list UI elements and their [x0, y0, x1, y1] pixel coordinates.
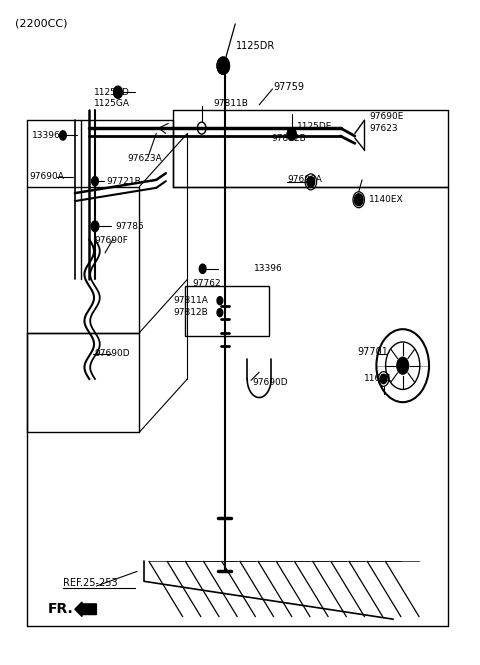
Text: 97811B: 97811B	[214, 99, 249, 108]
Text: 1125DR: 1125DR	[236, 41, 276, 51]
FancyArrow shape	[75, 602, 96, 616]
Circle shape	[288, 128, 296, 140]
Text: REF.25-253: REF.25-253	[63, 579, 118, 589]
Bar	[185, 286, 269, 336]
Text: 97690D: 97690D	[94, 349, 130, 358]
Text: 97762: 97762	[192, 279, 221, 288]
Circle shape	[217, 57, 229, 74]
Circle shape	[380, 374, 387, 384]
Circle shape	[217, 297, 223, 305]
Text: 13396: 13396	[32, 131, 60, 140]
Text: 1140EX: 1140EX	[369, 196, 404, 204]
Text: 97759: 97759	[274, 82, 304, 92]
Text: (2200CC): (2200CC)	[15, 19, 68, 29]
Circle shape	[217, 309, 223, 317]
Text: 97721B: 97721B	[106, 177, 141, 186]
Text: 97785: 97785	[116, 222, 144, 231]
Text: 13396: 13396	[254, 264, 283, 273]
Circle shape	[60, 131, 66, 140]
Text: 1125GA: 1125GA	[94, 99, 130, 108]
Text: 97690F: 97690F	[94, 237, 128, 245]
Text: 1125AD: 1125AD	[94, 88, 130, 97]
Text: 1125DE: 1125DE	[298, 122, 333, 131]
Circle shape	[307, 176, 315, 187]
Circle shape	[92, 176, 98, 186]
Text: 97623A: 97623A	[128, 154, 162, 163]
Circle shape	[199, 264, 206, 273]
Text: 97811A: 97811A	[173, 296, 208, 305]
Text: 11671: 11671	[364, 374, 393, 384]
Text: 97812B: 97812B	[173, 308, 208, 317]
Text: FR.: FR.	[48, 602, 73, 616]
Circle shape	[114, 86, 122, 98]
Text: 97690D: 97690D	[252, 378, 288, 387]
Text: 97690A: 97690A	[288, 176, 323, 184]
Text: 97812B: 97812B	[271, 134, 306, 142]
Circle shape	[396, 356, 409, 375]
Text: 97623: 97623	[369, 124, 398, 132]
Circle shape	[91, 221, 99, 231]
Text: 97690E: 97690E	[369, 112, 404, 120]
Text: 97690A: 97690A	[29, 172, 64, 181]
Text: 97701: 97701	[357, 347, 388, 357]
Circle shape	[354, 194, 363, 205]
